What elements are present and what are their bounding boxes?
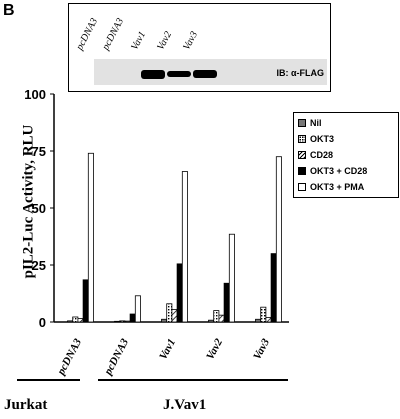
bar-nil-3: [208, 319, 215, 323]
blot-band: [167, 70, 191, 78]
y-tick-label: 50: [32, 201, 46, 216]
bar-okt3-pma-3: [228, 233, 235, 323]
chart-labels: 0 25 50 75 100 pcDNA3 pcDNA3 Vav1 Vav2 Vav3: [24, 87, 272, 378]
y-tick-label: 25: [32, 258, 46, 273]
x-tick-label: Vav3: [251, 336, 272, 361]
y-tick-label: 0: [39, 315, 46, 330]
legend-label: OKT3 + PMA: [310, 182, 365, 192]
group-label-jvav1: J.Vav1: [163, 397, 207, 413]
x-tick-label: Vav2: [204, 336, 225, 361]
legend-label: Nil: [310, 118, 322, 128]
blot-band: [141, 69, 165, 79]
immunoblot-label: IB: α-FLAG: [276, 68, 324, 78]
bar-okt3-cd28-0: [82, 279, 89, 323]
legend-label: CD28: [310, 150, 334, 160]
bar-cd28-2: [171, 309, 178, 323]
x-tick-label: Vav1: [157, 337, 178, 362]
bar-nil-0: [67, 320, 74, 323]
bar-nil-4: [255, 318, 262, 323]
bar-nil-2: [161, 318, 168, 323]
bar-cd28-0: [77, 318, 84, 323]
group-label-jurkat: Jurkat: [4, 397, 48, 413]
legend-label: OKT3 + CD28: [310, 166, 368, 176]
y-axis-label: pIL2-Luc Activity, RLU: [20, 124, 37, 279]
bar-okt3-2: [166, 303, 173, 323]
bar-okt3-pma-4: [275, 156, 282, 323]
bar-okt3-cd28-1: [129, 313, 136, 323]
bar-okt3-cd28-3: [223, 282, 230, 323]
legend-label: OKT3: [310, 134, 335, 144]
x-tick-label: pcDNA3: [55, 336, 85, 377]
bar-okt3-pma-1: [134, 295, 141, 323]
bar-cd28-3: [218, 314, 225, 323]
blot-band: [193, 69, 217, 79]
legend-swatch: [298, 135, 306, 143]
bar-okt3-pma-0: [87, 152, 94, 323]
chart-bars: [67, 152, 282, 323]
bar-okt3-0: [72, 316, 79, 323]
legend-swatch: [298, 119, 306, 127]
legend-swatch: [298, 167, 306, 175]
chart-axes: [17, 93, 289, 381]
bar-okt3-4: [260, 306, 267, 323]
bar-nil-1: [114, 320, 121, 323]
bar-okt3-cd28-4: [270, 253, 277, 323]
bar-cd28-1: [124, 320, 131, 323]
y-tick-label: 75: [32, 144, 46, 159]
x-tick-label: pcDNA3: [102, 336, 132, 377]
legend-swatch: [298, 151, 306, 159]
chart-legend: Nil OKT3 CD28 OKT3 + CD28 OKT3 + PMA: [293, 112, 399, 198]
bar-okt3-3: [213, 310, 220, 323]
panel-letter: B: [3, 2, 15, 19]
bar-okt3-cd28-2: [176, 263, 183, 323]
y-tick-label: 100: [24, 87, 46, 102]
legend-swatch: [298, 183, 306, 191]
western-blot-inset: pcDNA3 pcDNA3 Vav1 Vav2 Vav3 IB: α-FLAG: [68, 3, 331, 92]
bar-cd28-4: [265, 317, 272, 323]
bar-okt3-pma-2: [181, 171, 188, 323]
bar-okt3-1: [119, 320, 126, 323]
